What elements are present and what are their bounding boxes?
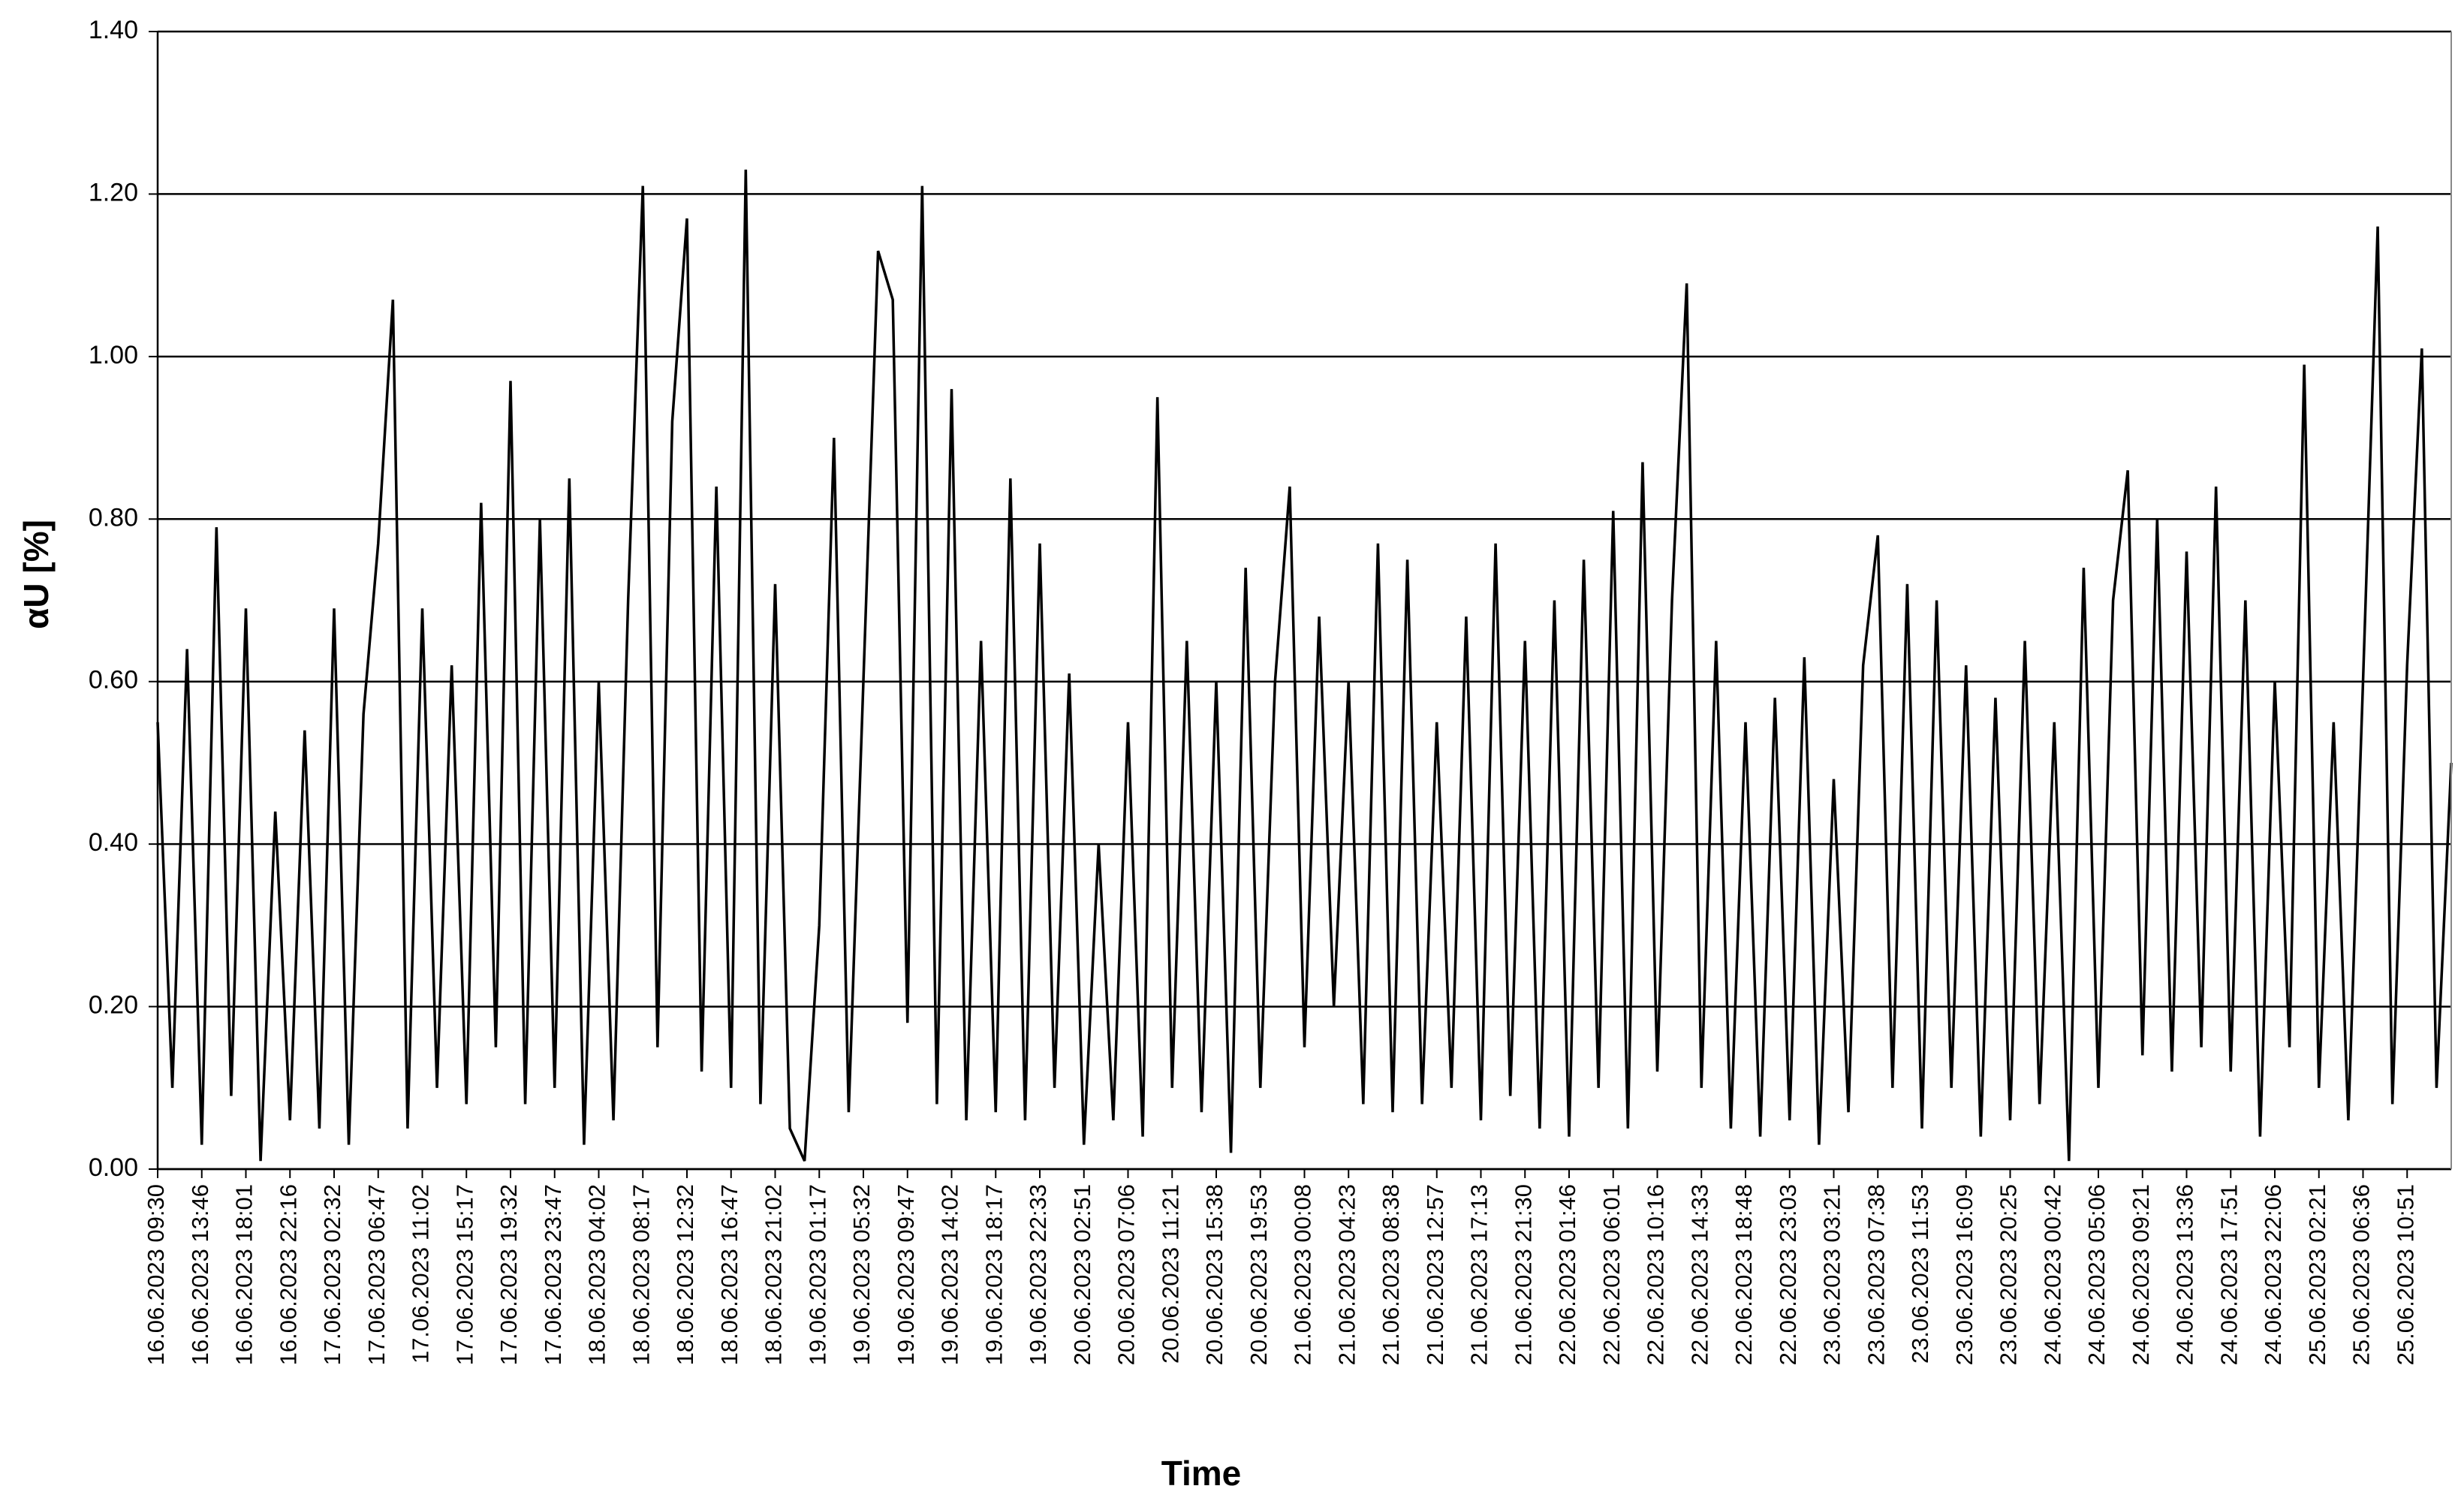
y-tick-label: 1.40 bbox=[89, 16, 138, 44]
x-tick-label: 23.06.2023 03:21 bbox=[1819, 1184, 1845, 1365]
x-tick-label: 21.06.2023 21:30 bbox=[1510, 1184, 1536, 1365]
x-tick-label: 19.06.2023 14:02 bbox=[937, 1184, 963, 1365]
y-tick-label: 0.00 bbox=[89, 1153, 138, 1182]
y-tick-label: 0.40 bbox=[89, 828, 138, 857]
x-tick-label: 17.06.2023 11:02 bbox=[408, 1184, 434, 1364]
x-tick-label: 22.06.2023 06:01 bbox=[1598, 1184, 1625, 1365]
x-tick-label: 18.06.2023 08:17 bbox=[628, 1184, 654, 1365]
x-tick-label: 23.06.2023 16:09 bbox=[1951, 1184, 1978, 1365]
x-tick-label: 24.06.2023 05:06 bbox=[2083, 1184, 2110, 1365]
x-tick-label: 20.06.2023 19:53 bbox=[1246, 1184, 1272, 1365]
x-tick-label: 23.06.2023 07:38 bbox=[1863, 1184, 1889, 1365]
x-tick-label: 17.06.2023 23:47 bbox=[540, 1184, 566, 1365]
x-axis-title: Time bbox=[1161, 1454, 1242, 1493]
plot-area bbox=[156, 169, 2453, 1162]
x-tick-label: 19.06.2023 09:47 bbox=[893, 1184, 919, 1365]
x-tick-label: 25.06.2023 10:51 bbox=[2392, 1184, 2418, 1365]
y-tick-label: 1.20 bbox=[89, 178, 138, 206]
x-tick-label: 21.06.2023 12:57 bbox=[1422, 1184, 1448, 1365]
x-tick-label: 17.06.2023 02:32 bbox=[319, 1184, 345, 1365]
axes: 0.00 0.20 0.40 0.60 0.80 1.00 1.20 1.40 16.06.20… bbox=[89, 16, 2452, 1365]
x-tick-label: 19.06.2023 01:17 bbox=[804, 1184, 830, 1365]
x-tick-label: 23.06.2023 20:25 bbox=[1996, 1184, 2022, 1365]
y-axis-title: αU [%] bbox=[17, 520, 56, 629]
x-tick-label: 24.06.2023 22:06 bbox=[2260, 1184, 2286, 1365]
x-tick-label: 16.06.2023 18:01 bbox=[231, 1184, 258, 1365]
x-tick-label: 24.06.2023 09:21 bbox=[2128, 1184, 2154, 1365]
y-tick-label: 0.20 bbox=[89, 991, 138, 1020]
x-tick-label: 16.06.2023 13:46 bbox=[187, 1184, 213, 1365]
x-tick-label: 16.06.2023 09:30 bbox=[143, 1184, 169, 1365]
x-tick-label: 21.06.2023 08:38 bbox=[1378, 1184, 1404, 1365]
x-tick-label: 25.06.2023 06:36 bbox=[2348, 1184, 2375, 1365]
x-tick-label: 21.06.2023 04:23 bbox=[1333, 1184, 1360, 1365]
x-tick-label: 18.06.2023 12:32 bbox=[672, 1184, 698, 1365]
x-tick-label: 20.06.2023 07:06 bbox=[1113, 1184, 1140, 1365]
x-tick-label: 20.06.2023 02:51 bbox=[1069, 1184, 1095, 1365]
x-tick-label: 16.06.2023 22:16 bbox=[275, 1184, 301, 1365]
x-tick-label: 20.06.2023 15:38 bbox=[1201, 1184, 1227, 1365]
x-tick-label: 18.06.2023 21:02 bbox=[761, 1184, 787, 1365]
x-tick-label: 20.06.2023 11:21 bbox=[1157, 1184, 1183, 1364]
x-tick-label: 22.06.2023 10:16 bbox=[1643, 1184, 1669, 1365]
x-tick-label: 19.06.2023 18:17 bbox=[980, 1184, 1007, 1365]
x-tick-label: 22.06.2023 14:33 bbox=[1686, 1184, 1712, 1365]
x-tick-label: 23.06.2023 11:53 bbox=[1907, 1184, 1933, 1364]
x-tick-label: 24.06.2023 00:42 bbox=[2039, 1184, 2065, 1365]
x-tick-label: 17.06.2023 15:17 bbox=[451, 1184, 477, 1365]
x-tick-label: 22.06.2023 01:46 bbox=[1554, 1184, 1580, 1365]
data-line bbox=[156, 169, 2453, 1162]
x-tick-label: 22.06.2023 23:03 bbox=[1775, 1184, 1801, 1365]
x-tick-label: 21.06.2023 17:13 bbox=[1466, 1184, 1493, 1365]
y-tick-label: 0.80 bbox=[89, 503, 138, 532]
x-tick-label: 24.06.2023 17:51 bbox=[2215, 1184, 2242, 1365]
x-tick-label: 19.06.2023 22:33 bbox=[1025, 1184, 1051, 1365]
x-tick-label: 18.06.2023 04:02 bbox=[584, 1184, 610, 1365]
x-tick-label: 17.06.2023 19:32 bbox=[496, 1184, 522, 1365]
x-tick-label: 24.06.2023 13:36 bbox=[2172, 1184, 2198, 1365]
y-tick-label: 0.60 bbox=[89, 666, 138, 695]
x-tick-label: 22.06.2023 18:48 bbox=[1731, 1184, 1757, 1365]
x-tick-label: 25.06.2023 02:21 bbox=[2304, 1184, 2330, 1365]
x-tick-label: 19.06.2023 05:32 bbox=[848, 1184, 875, 1365]
x-tick-label: 18.06.2023 16:47 bbox=[716, 1184, 743, 1365]
x-tick-label: 21.06.2023 00:08 bbox=[1290, 1184, 1316, 1365]
y-tick-label: 1.00 bbox=[89, 341, 138, 369]
x-tick-label: 17.06.2023 06:47 bbox=[363, 1184, 390, 1365]
